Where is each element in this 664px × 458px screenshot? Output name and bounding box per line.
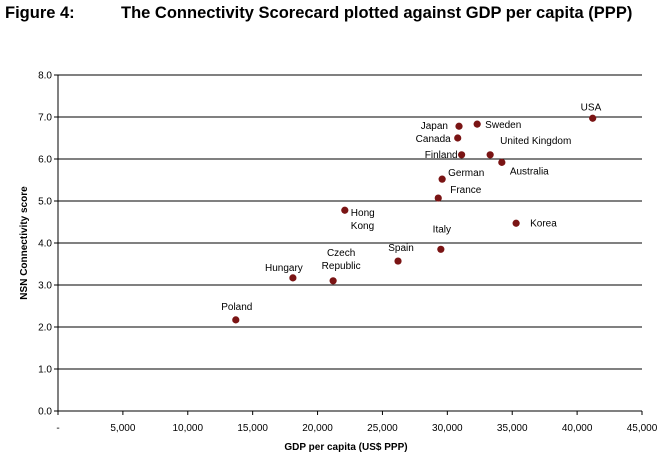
grid-lines — [54, 74, 643, 415]
data-point — [289, 274, 297, 282]
point-label: Finland — [425, 150, 458, 161]
x-tick-label: 10,000 — [172, 423, 203, 434]
x-tick-label: 40,000 — [562, 423, 593, 434]
y-tick-label: 8.0 — [38, 71, 52, 82]
y-tick-label: 5.0 — [38, 197, 52, 208]
x-tick-labels: - 5,000 10,000 15,000 20,000 25,000 30,000 35,0… — [56, 423, 657, 434]
point-label: German — [448, 168, 484, 179]
x-tick-label: 30,000 — [432, 423, 463, 434]
y-tick-label: 7.0 — [38, 113, 52, 124]
y-tick-label: 1.0 — [38, 365, 52, 376]
data-point — [437, 245, 445, 253]
point-label: Czech Republic — [322, 248, 361, 272]
data-point — [458, 151, 466, 159]
y-tick-label: 3.0 — [38, 281, 52, 292]
point-label: Sweden — [485, 120, 521, 131]
data-point — [486, 151, 494, 159]
data-point — [438, 175, 446, 183]
data-point — [329, 277, 337, 285]
x-tick-label: 5,000 — [110, 423, 135, 434]
data-points — [232, 114, 597, 324]
point-label: France — [450, 185, 482, 196]
data-point — [455, 122, 463, 130]
data-point — [454, 134, 462, 142]
y-tick-label: 2.0 — [38, 323, 52, 334]
x-tick-label: 45,000 — [627, 423, 658, 434]
point-label: Poland — [221, 302, 252, 313]
point-label: Australia — [510, 166, 549, 177]
point-label: USA — [581, 102, 602, 113]
x-tick-label: 20,000 — [302, 423, 333, 434]
y-tick-label: 6.0 — [38, 155, 52, 166]
y-tick-label: 0.0 — [38, 407, 52, 418]
point-label: Italy — [433, 224, 451, 235]
chart-title: The Connectivity Scorecard plotted again… — [121, 4, 633, 22]
point-label: Hong Kong — [351, 208, 375, 232]
data-point — [498, 158, 506, 166]
x-tick-label: 35,000 — [497, 423, 528, 434]
y-tick-label: 4.0 — [38, 239, 52, 250]
point-label: United Kingdom — [500, 136, 571, 147]
figure-number: Figure 4: — [5, 4, 75, 22]
data-point — [434, 194, 442, 202]
point-label: Hungary — [265, 263, 303, 274]
data-point — [394, 257, 402, 265]
data-point — [589, 114, 597, 122]
point-label: Japan — [421, 121, 448, 132]
point-labels: USA Sweden Japan Canada Finland United Kingdo… — [221, 102, 601, 313]
point-label: Canada — [416, 134, 451, 145]
data-point — [512, 219, 520, 227]
data-point — [473, 120, 481, 128]
x-tick-label: - — [56, 423, 59, 434]
x-axis-label: GDP per capita (US$ PPP) — [284, 442, 407, 453]
point-label: Spain — [388, 243, 414, 254]
x-tick-label: 25,000 — [367, 423, 398, 434]
data-point — [341, 206, 349, 214]
data-point — [232, 316, 240, 324]
x-tick-label: 15,000 — [237, 423, 268, 434]
y-tick-labels: 0.0 1.0 2.0 3.0 4.0 5.0 6.0 7.0 8.0 — [38, 71, 52, 418]
point-label: Korea — [530, 218, 557, 229]
y-axis-label: NSN Connectivity score — [19, 186, 30, 300]
